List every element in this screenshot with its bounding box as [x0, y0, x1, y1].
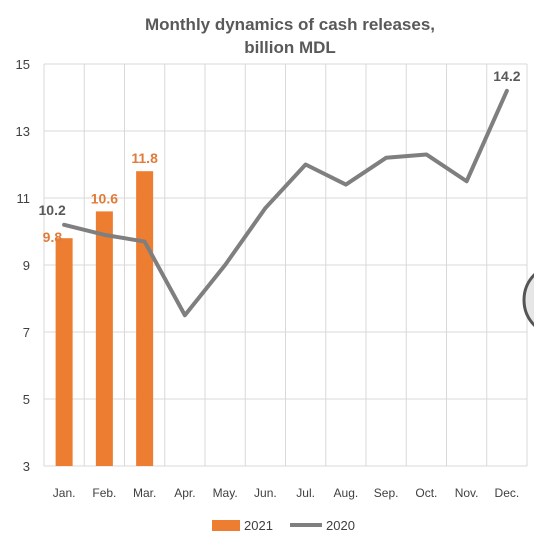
y-tick-label: 3 — [23, 459, 30, 474]
line-point — [466, 180, 468, 182]
x-tick-label: Oct. — [415, 486, 437, 500]
y-tick-label: 15 — [16, 57, 30, 72]
legend-label-2021: 2021 — [244, 518, 273, 533]
line-point — [264, 207, 266, 209]
x-tick-label: Feb. — [92, 486, 116, 500]
line-data-label: 14.2 — [493, 68, 520, 84]
bar-data-label: 10.6 — [91, 190, 118, 206]
bar — [55, 238, 73, 466]
decorative-circle — [522, 272, 534, 328]
line-data-label: 10.2 — [39, 202, 66, 218]
bar — [136, 171, 154, 466]
line-point — [506, 90, 508, 92]
x-tick-label: Dec. — [495, 486, 520, 500]
chart-title: Monthly dynamics of cash releases, billi… — [145, 15, 435, 57]
line-point — [63, 224, 65, 226]
y-tick-label: 9 — [23, 258, 30, 273]
line-point — [184, 314, 186, 316]
y-tick-label: 11 — [17, 191, 31, 206]
bar — [95, 211, 113, 466]
x-tick-label: Jun. — [254, 486, 277, 500]
data-labels: 9.8 10.6 11.8 10.2 14.2 — [39, 68, 521, 245]
line-point — [305, 164, 307, 165]
x-tick-label: May. — [213, 486, 238, 500]
bar-data-label: 11.8 — [131, 150, 158, 166]
line-point — [224, 264, 226, 266]
bar-series-2021 — [55, 171, 154, 466]
chart-title-line-1: Monthly dynamics of cash releases, — [145, 15, 435, 34]
x-tick-label: Jul. — [296, 486, 315, 500]
x-tick-label: Mar. — [133, 486, 156, 500]
line-series-2020 — [62, 88, 509, 318]
x-tick-label: Nov. — [455, 486, 479, 500]
x-tick-label: Jan. — [53, 486, 76, 500]
y-tick-label: 13 — [16, 124, 30, 139]
gridlines — [43, 63, 528, 467]
chart-title-line-2: billion MDL — [244, 38, 336, 57]
legend: 2021 2020 — [212, 518, 355, 533]
y-axis-ticks: 3 5 7 9 11 13 15 — [16, 57, 30, 474]
legend-swatch-2021 — [212, 520, 240, 531]
y-tick-label: 7 — [23, 325, 30, 340]
line-point — [103, 234, 105, 236]
series-line — [62, 88, 509, 318]
line-point — [144, 241, 146, 243]
line-point — [425, 153, 427, 155]
legend-label-2020: 2020 — [326, 518, 355, 533]
x-tick-label: Sep. — [374, 486, 399, 500]
bar-data-label: 9.8 — [43, 229, 63, 245]
line-point — [345, 184, 347, 186]
x-axis-ticks: Jan. Feb. Mar. Apr. May. Jun. Jul. Aug. Sep. Oct.… — [53, 486, 519, 500]
x-tick-label: Apr. — [174, 486, 195, 500]
x-tick-label: Aug. — [334, 486, 359, 500]
line-point — [385, 157, 387, 159]
y-tick-label: 5 — [23, 392, 30, 407]
